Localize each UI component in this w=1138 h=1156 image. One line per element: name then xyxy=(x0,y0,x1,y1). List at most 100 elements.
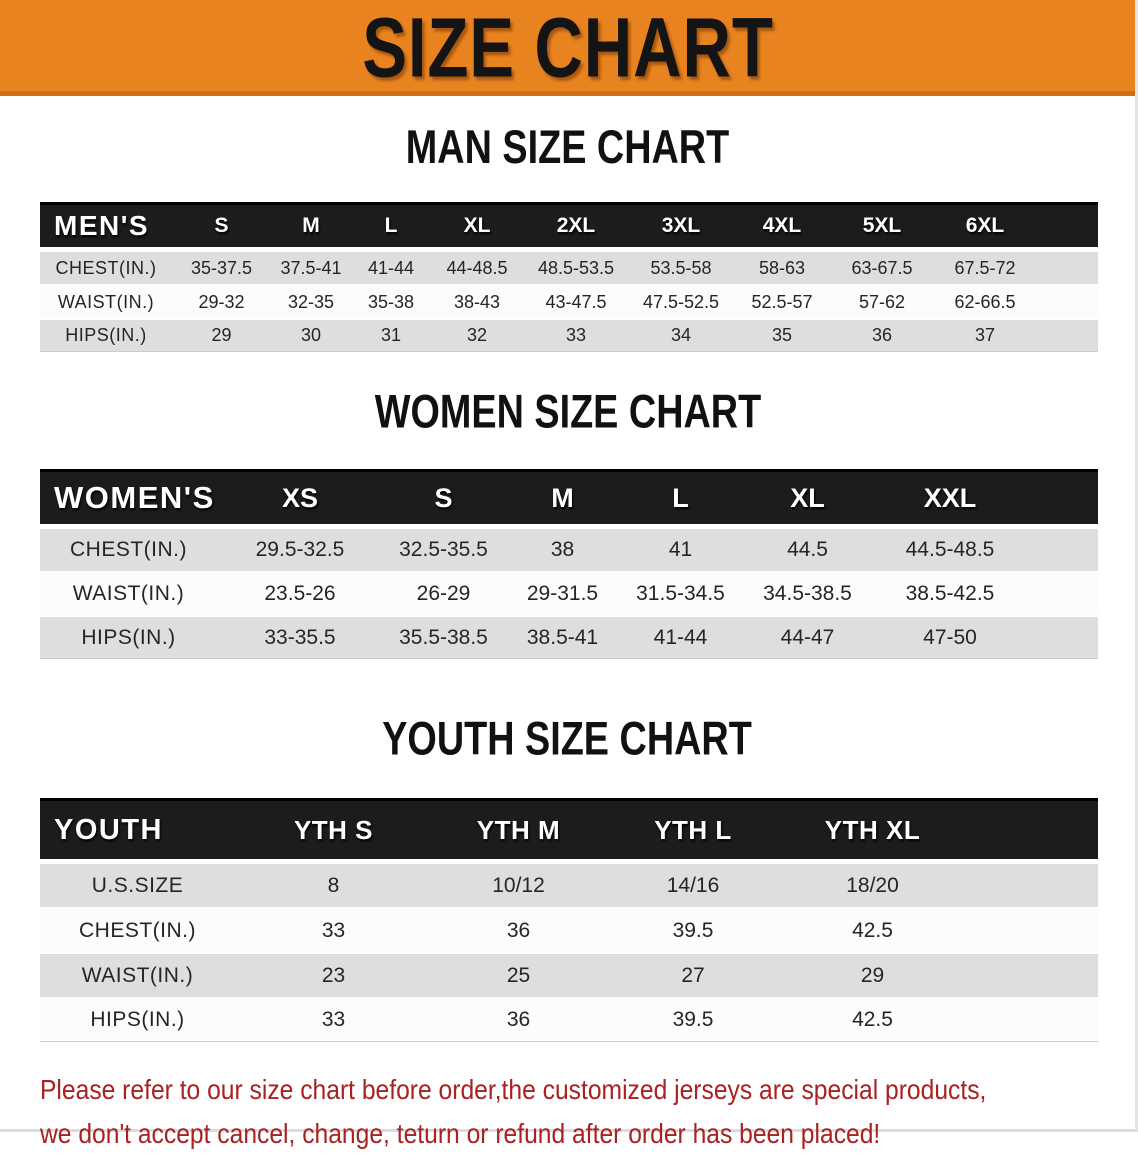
youth-size-table: YOUTH YTH S YTH M YTH L YTH XL U.S.SIZE … xyxy=(40,798,1098,1042)
men-size-col-header: L xyxy=(384,214,398,237)
youth-chest-row: CHEST(IN.) 33 36 39.5 42.5 xyxy=(40,907,1098,952)
order-notice-line-1: Please refer to our size chart before or… xyxy=(40,1074,987,1105)
size-value: 44-48.5 xyxy=(446,257,508,278)
row-label: CHEST(IN.) xyxy=(79,918,196,942)
size-value: 36 xyxy=(871,325,893,345)
women-chest-row: CHEST(IN.) 29.5-32.5 32.5-35.5 38 41 44.… xyxy=(40,527,1098,571)
men-size-col-header: M xyxy=(302,214,320,237)
size-value: 57-62 xyxy=(858,291,906,312)
size-value: 35-37.5 xyxy=(190,257,253,278)
size-value: 67.5-72 xyxy=(954,257,1016,278)
row-label: WAIST(IN.) xyxy=(57,291,155,312)
women-hips-row: HIPS(IN.) 33-35.5 35.5-38.5 38.5-41 41-4… xyxy=(40,615,1098,659)
men-heading-text: MAN SIZE CHART xyxy=(405,119,730,174)
order-notice-line-2: we don't accept cancel, change, teturn o… xyxy=(40,1118,881,1149)
size-value: 26-29 xyxy=(416,582,471,605)
size-value: 44-47 xyxy=(780,625,835,649)
size-value: 29.5-32.5 xyxy=(255,538,345,561)
size-value: 58-63 xyxy=(758,257,806,278)
size-value: 33-35.5 xyxy=(264,625,336,649)
row-label: CHEST(IN.) xyxy=(70,538,187,561)
youth-section-heading: YOUTH SIZE CHART xyxy=(0,711,1135,774)
size-value: 53.5-58 xyxy=(650,257,712,278)
women-corner-label: WOMEN'S xyxy=(54,480,215,515)
men-size-col-header: 6XL xyxy=(965,214,1005,237)
women-section-heading: WOMEN SIZE CHART xyxy=(0,384,1135,447)
size-value: 42.5 xyxy=(852,1008,893,1031)
size-value: 33 xyxy=(321,1008,346,1031)
size-value: 41 xyxy=(668,538,693,561)
size-value: 44.5 xyxy=(787,538,828,561)
men-section-heading: MAN SIZE CHART xyxy=(0,119,1135,182)
size-value: 35 xyxy=(771,325,793,345)
size-value: 48.5-53.5 xyxy=(537,257,615,278)
size-value: 63-67.5 xyxy=(851,257,913,278)
men-table-header-row: MEN'S S M L XL 2XL 3XL 4XL 5XL 6XL xyxy=(40,202,1098,250)
size-value: 52.5-57 xyxy=(751,291,813,312)
youth-size-col-header: YTH S xyxy=(293,814,374,845)
women-size-col-header: XS xyxy=(281,482,319,513)
size-value: 38-43 xyxy=(453,291,501,312)
row-label: U.S.SIZE xyxy=(91,873,184,897)
banner-title: SIZE CHART xyxy=(361,0,774,95)
youth-size-col-header: YTH M xyxy=(476,814,561,845)
size-value: 62-66.5 xyxy=(954,291,1016,312)
youth-waist-row: WAIST(IN.) 23 25 27 29 xyxy=(40,952,1098,997)
women-heading-text: WOMEN SIZE CHART xyxy=(374,384,761,439)
women-size-col-header: S xyxy=(434,482,453,513)
size-value: 25 xyxy=(506,963,531,987)
size-value: 41-44 xyxy=(367,257,415,278)
men-hips-row: HIPS(IN.) 29 30 31 32 33 34 35 36 37 xyxy=(40,318,1098,352)
men-size-col-header: 5XL xyxy=(862,214,902,237)
youth-size-col-header: YTH XL xyxy=(824,814,921,845)
size-value: 23.5-26 xyxy=(264,582,336,605)
youth-size-col-header: YTH L xyxy=(654,814,732,845)
size-value: 29-31.5 xyxy=(526,582,599,605)
youth-table-header-row: YOUTH YTH S YTH M YTH L YTH XL xyxy=(40,798,1098,862)
men-size-col-header: 2XL xyxy=(556,214,596,237)
men-size-col-header: 4XL xyxy=(762,214,802,237)
size-value: 33 xyxy=(321,918,346,942)
size-value: 32 xyxy=(466,325,488,345)
women-table-header-row: WOMEN'S XS S M L XL XXL xyxy=(40,469,1098,527)
men-chest-row: CHEST(IN.) 35-37.5 37.5-41 41-44 44-48.5… xyxy=(40,250,1098,284)
row-label: HIPS(IN.) xyxy=(65,325,147,345)
size-value: 39.5 xyxy=(672,1008,714,1031)
women-size-col-header: M xyxy=(551,482,574,513)
size-value: 38 xyxy=(550,538,575,561)
size-value: 41-44 xyxy=(653,625,708,649)
size-value: 36 xyxy=(506,1008,531,1031)
size-value: 29 xyxy=(211,325,232,345)
size-value: 29-32 xyxy=(198,291,245,312)
row-label: WAIST(IN.) xyxy=(81,963,194,987)
size-value: 33 xyxy=(565,325,587,345)
size-value: 38.5-42.5 xyxy=(905,582,995,605)
men-size-col-header: XL xyxy=(463,214,491,237)
size-value: 36 xyxy=(506,918,531,942)
row-label: HIPS(IN.) xyxy=(90,1008,185,1031)
youth-heading-text: YOUTH SIZE CHART xyxy=(382,711,753,766)
size-value: 31 xyxy=(380,325,402,345)
size-value: 43-47.5 xyxy=(545,291,607,312)
size-value: 37.5-41 xyxy=(280,257,342,278)
size-value: 18/20 xyxy=(846,873,899,897)
size-value: 14/16 xyxy=(666,873,720,897)
row-label: WAIST(IN.) xyxy=(72,582,185,605)
row-label: CHEST(IN.) xyxy=(55,257,157,278)
youth-corner-label: YOUTH xyxy=(54,813,163,846)
size-value: 10/12 xyxy=(492,873,545,897)
men-corner-label: MEN'S xyxy=(54,210,150,241)
size-value: 42.5 xyxy=(852,918,893,942)
men-size-table: MEN'S S M L XL 2XL 3XL 4XL 5XL 6XL CHEST… xyxy=(40,202,1098,352)
order-notice: Please refer to our size chart before or… xyxy=(0,1068,1135,1156)
size-value: 44.5-48.5 xyxy=(905,538,995,561)
youth-hips-row: HIPS(IN.) 33 36 39.5 42.5 xyxy=(40,997,1098,1042)
size-value: 32.5-35.5 xyxy=(399,538,488,561)
size-value: 35.5-38.5 xyxy=(399,625,488,649)
size-value: 35-38 xyxy=(367,291,415,312)
size-value: 47-50 xyxy=(923,625,977,649)
size-value: 37 xyxy=(974,325,996,345)
size-value: 32-35 xyxy=(287,291,335,312)
size-chart-banner: SIZE CHART xyxy=(0,0,1135,96)
size-value: 39.5 xyxy=(672,918,714,942)
